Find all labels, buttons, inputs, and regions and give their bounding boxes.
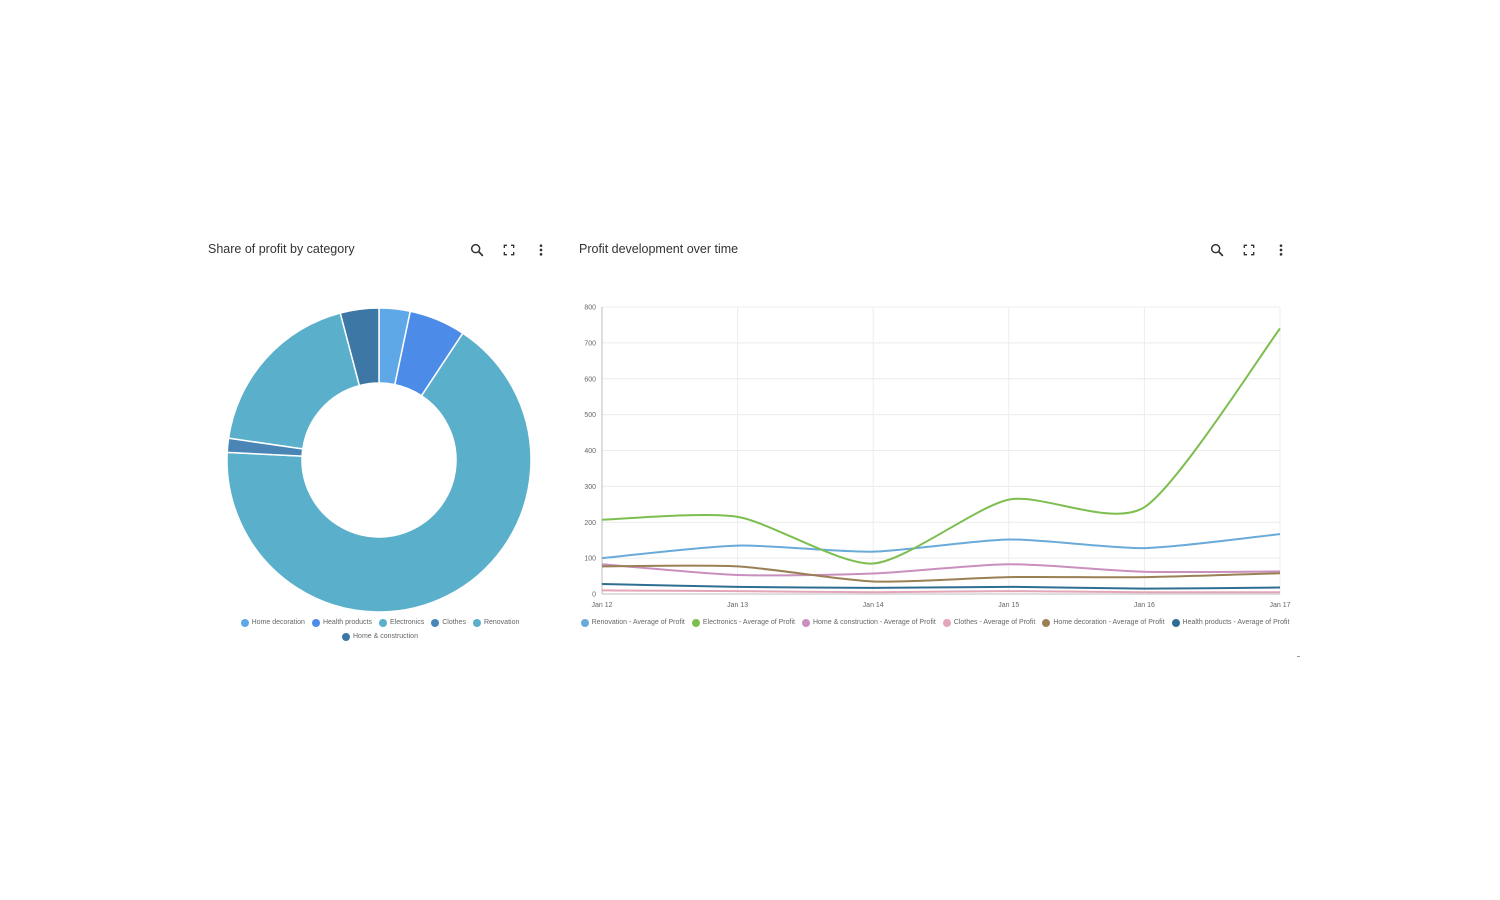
legend-label: Home decoration - Average of Profit	[1053, 619, 1165, 626]
line-chart-toolbar	[1208, 241, 1290, 259]
legend-item[interactable]: Home & construction	[342, 632, 418, 642]
series-line[interactable]	[601, 533, 1281, 560]
x-tick-label: Jan 14	[863, 602, 884, 609]
legend-label: Electronics	[389, 619, 425, 626]
x-tick-label: Jan 15	[998, 602, 1019, 609]
legend-label: Renovation - Average of Profit	[591, 619, 685, 626]
legend-item[interactable]: Home & construction - Average of Profit	[801, 618, 936, 628]
legend-swatch	[378, 619, 387, 627]
legend-swatch	[472, 619, 481, 627]
donut-chart-title: Share of profit by category	[208, 242, 355, 256]
legend-item[interactable]: Renovation - Average of Profit	[580, 618, 685, 628]
series-line[interactable]	[601, 563, 1281, 577]
legend-swatch	[240, 619, 249, 627]
legend-swatch	[342, 633, 350, 641]
y-tick-label: 600	[584, 376, 596, 383]
legend-label: Home decoration	[251, 619, 305, 626]
legend-label: Home & construction - Average of Profit	[812, 619, 936, 626]
donut-chart	[226, 307, 532, 613]
legend-item[interactable]: Health products - Average of Profit	[1171, 618, 1290, 628]
y-tick-label: 300	[584, 484, 596, 491]
legend-item[interactable]: Home decoration - Average of Profit	[1042, 618, 1165, 628]
series-line[interactable]	[601, 327, 1281, 565]
legend-label: Clothes - Average of Profit	[953, 619, 1036, 626]
line-chart: 0 100 200 300 400 500 600 700 800 Jan 12 Jan 13 Jan…	[584, 305, 1290, 610]
more-vert-icon	[539, 244, 543, 256]
fullscreen-button[interactable]	[500, 241, 518, 259]
pie-slice[interactable]	[226, 332, 532, 613]
search-icon	[470, 243, 484, 257]
series-line[interactable]	[601, 582, 1281, 590]
legend-item[interactable]: Clothes - Average of Profit	[942, 618, 1036, 628]
x-tick-label: Jan 13	[727, 602, 748, 609]
x-tick-label: Jan 12	[591, 602, 612, 609]
y-tick-label: 200	[584, 520, 596, 527]
legend-swatch	[691, 619, 700, 627]
legend-label: Electronics - Average of Profit	[702, 619, 795, 626]
x-tick-label: Jan 17	[1269, 602, 1290, 609]
line-chart-widget: Profit development over time 0 100 200 300 4…	[570, 236, 1300, 656]
line-chart-title: Profit development over time	[579, 242, 739, 256]
legend-swatch	[801, 619, 810, 627]
legend-item[interactable]: Electronics	[378, 618, 425, 628]
legend-item[interactable]: Electronics - Average of Profit	[691, 618, 795, 628]
y-tick-label: 700	[584, 340, 596, 347]
legend-label: Health products - Average of Profit	[1182, 619, 1290, 626]
legend-item[interactable]: Clothes	[431, 618, 466, 628]
search-button[interactable]	[468, 241, 486, 259]
fullscreen-icon	[1243, 244, 1255, 256]
pie-slice[interactable]	[339, 307, 380, 387]
more-options-button[interactable]	[532, 241, 550, 259]
donut-chart-legend: Home decoration Health products Electronic…	[200, 618, 560, 642]
y-tick-label: 400	[584, 448, 596, 455]
legend-swatch	[311, 619, 320, 627]
line-chart-legend: Renovation - Average of Profit Electronic…	[570, 618, 1300, 628]
legend-swatch	[580, 619, 589, 627]
legend-label: Renovation	[483, 619, 520, 626]
legend-swatch	[942, 619, 951, 627]
pie-slice[interactable]	[227, 312, 361, 450]
y-tick-label: 500	[584, 412, 596, 419]
x-tick-label: Jan 16	[1134, 602, 1155, 609]
resize-handle	[1297, 656, 1300, 657]
legend-label: Clothes	[442, 619, 466, 626]
search-icon	[1210, 243, 1224, 257]
fullscreen-button[interactable]	[1240, 241, 1258, 259]
fullscreen-icon	[503, 244, 515, 256]
y-tick-label: 100	[584, 556, 596, 563]
more-vert-icon	[1279, 244, 1283, 256]
donut-chart-widget: Share of profit by category Home decorat…	[200, 236, 560, 656]
donut-chart-toolbar	[468, 241, 550, 259]
legend-swatch	[431, 619, 440, 627]
legend-swatch	[1042, 619, 1051, 627]
legend-swatch	[1171, 619, 1180, 627]
legend-label: Health products	[322, 619, 372, 626]
search-button[interactable]	[1208, 241, 1226, 259]
legend-item[interactable]: Home decoration	[240, 618, 305, 628]
legend-label: Home & construction	[353, 633, 418, 640]
y-tick-label: 0	[592, 592, 596, 599]
more-options-button[interactable]	[1272, 241, 1290, 259]
y-tick-label: 800	[584, 305, 596, 312]
series-line[interactable]	[601, 564, 1281, 583]
legend-item[interactable]: Renovation	[472, 618, 520, 628]
legend-item[interactable]: Health products	[311, 618, 372, 628]
series-line[interactable]	[601, 589, 1281, 594]
